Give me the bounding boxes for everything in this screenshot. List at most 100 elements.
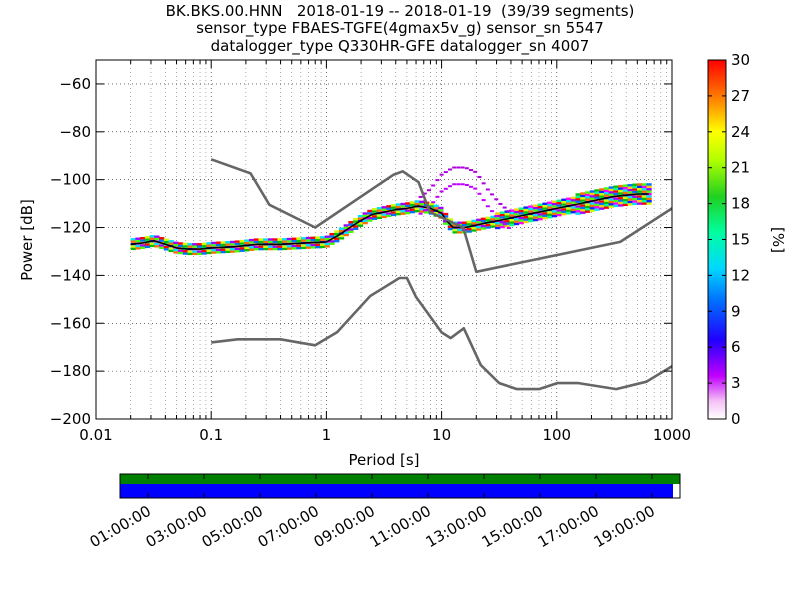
heatmap-cell — [426, 189, 431, 192]
colorbar-tick-label: 0 — [731, 410, 741, 428]
heatmap-cell — [584, 205, 591, 209]
heatmap-cell — [206, 249, 212, 252]
heatmap-cell — [523, 215, 529, 219]
heatmap-cell — [381, 208, 387, 211]
heatmap-cell — [443, 171, 448, 174]
heatmap-cell — [499, 213, 506, 217]
heatmap-cell — [267, 247, 274, 251]
heatmap-cell — [618, 192, 624, 195]
heatmap-cell — [532, 206, 539, 210]
heatmap-cell — [324, 237, 330, 241]
heatmap-cell — [428, 205, 435, 208]
heatmap-cell — [140, 239, 146, 242]
heatmap-cell — [159, 239, 165, 242]
heatmap-cell — [613, 192, 619, 196]
mode-curve — [130, 193, 649, 250]
heatmap-cell — [471, 226, 477, 230]
heatmap-cell — [272, 247, 278, 251]
timeline-tick-label: 03:00:00 — [143, 502, 210, 551]
heatmap-cell — [477, 192, 482, 195]
heatmap-cell — [248, 248, 255, 251]
heatmap-cell — [494, 215, 499, 218]
heatmap-cell — [641, 195, 647, 198]
heatmap-cell — [353, 220, 359, 223]
heatmap-cell — [506, 226, 511, 229]
heatmap-cell — [502, 206, 507, 209]
heatmap-cell — [353, 217, 359, 221]
heatmap-cell — [409, 201, 416, 204]
heatmap-cell — [584, 193, 591, 197]
heatmap-cell — [376, 216, 382, 220]
heatmap-cell — [357, 217, 364, 220]
heatmap-cell — [452, 231, 458, 234]
heatmap-cell — [372, 217, 378, 220]
heatmap-cell — [196, 245, 203, 248]
heatmap-cell — [575, 193, 581, 196]
heatmap-cell — [296, 244, 302, 247]
heatmap-cell — [343, 224, 349, 227]
heatmap-cell — [523, 218, 529, 221]
heatmap-cell — [542, 204, 548, 208]
heatmap-cell — [476, 218, 482, 222]
heatmap-cell — [329, 240, 335, 243]
heatmap-cell — [215, 243, 222, 247]
heatmap-cell — [513, 213, 520, 216]
heatmap-cell — [301, 237, 307, 240]
heatmap-cell — [509, 219, 515, 222]
heatmap-cell — [220, 243, 226, 247]
heatmap-cell — [618, 199, 624, 202]
heatmap-cell — [144, 236, 151, 239]
heatmap-cell — [206, 251, 212, 255]
heatmap-cell — [296, 239, 302, 243]
y-axis-label: Power [dB] — [18, 199, 36, 281]
heatmap-cell — [561, 210, 567, 213]
heatmap-cell — [395, 205, 401, 209]
heatmap-cell — [263, 238, 269, 241]
heatmap-cell — [439, 173, 444, 176]
heatmap-cell — [509, 211, 515, 215]
heatmap-cell — [532, 214, 539, 217]
heatmap-cell — [353, 225, 359, 228]
heatmap-cell — [622, 186, 629, 190]
timeline-frame — [119, 473, 681, 499]
heatmap-cell — [405, 211, 411, 215]
heatmap-cell — [618, 189, 624, 193]
heatmap-cell — [291, 244, 297, 248]
heatmap-cell — [485, 219, 491, 222]
heatmap-cell — [456, 183, 461, 186]
heatmap-cell — [187, 245, 193, 248]
x-tick-label: 1 — [322, 426, 332, 444]
heatmap-cell — [556, 201, 562, 205]
heatmap-cell — [319, 243, 326, 246]
heatmap-cell — [589, 204, 595, 208]
heatmap-cell — [343, 226, 349, 230]
heatmap-cell — [220, 250, 226, 254]
heatmap-cell — [622, 201, 629, 204]
colorbar-tick-label: 24 — [731, 123, 750, 141]
heatmap-cell — [319, 245, 326, 249]
heatmap-cell — [286, 240, 293, 243]
timeline-tick-label: 07:00:00 — [255, 502, 322, 551]
y-tick-label: −200 — [50, 410, 91, 428]
heatmap-cell — [144, 245, 151, 249]
heatmap-cell — [301, 246, 307, 250]
heatmap-cell — [211, 241, 217, 245]
heatmap-cell — [456, 166, 461, 169]
heatmap-cell — [476, 225, 482, 229]
heatmap-cell — [267, 238, 274, 241]
heatmap-cell — [504, 220, 510, 223]
heatmap-cell — [518, 219, 524, 222]
heatmap-cell — [528, 210, 534, 213]
heatmap-cell — [498, 202, 503, 205]
heatmap-cell — [310, 236, 316, 240]
heatmap-cell — [580, 194, 586, 198]
heatmap-cell — [140, 244, 146, 247]
colorbar-tick-label: 12 — [731, 266, 750, 284]
heatmap-cell — [159, 244, 165, 247]
heatmap-cell — [135, 239, 141, 243]
heatmap-cell — [599, 207, 605, 210]
heatmap-cell — [187, 243, 193, 246]
heatmap-cell — [448, 168, 453, 171]
heatmap-cell — [490, 193, 495, 196]
heatmap-cell — [589, 190, 595, 193]
